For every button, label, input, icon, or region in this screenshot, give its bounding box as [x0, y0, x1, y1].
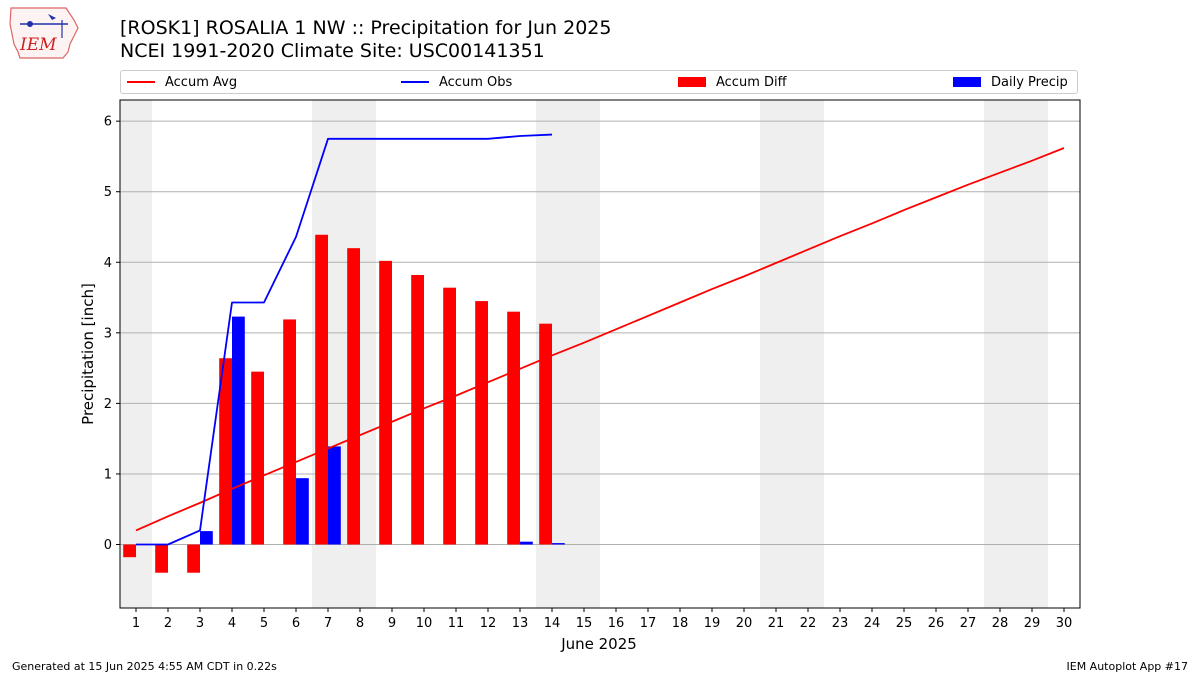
- line-accum-obs: [136, 133, 553, 546]
- chart-title: [ROSK1] ROSALIA 1 NW :: Precipitation fo…: [120, 17, 612, 39]
- legend-label-daily-precip: Daily Precip: [991, 74, 1068, 90]
- xtick-label-28: 28: [992, 616, 1009, 631]
- x-axis-label: June 2025: [560, 635, 637, 653]
- ytick-label-3: 3: [104, 326, 112, 341]
- bar-accum-diff-5: [251, 371, 264, 545]
- iem-logo-text: IEM: [19, 35, 57, 55]
- ytick-label-4: 4: [104, 256, 112, 271]
- y-axis-label: Precipitation [inch]: [79, 283, 97, 425]
- xtick-label-2: 2: [164, 616, 172, 631]
- weekend-band-2: [536, 100, 600, 608]
- xtick-label-24: 24: [864, 616, 881, 631]
- bar-accum-diff-10: [411, 274, 424, 545]
- legend-label-accum-diff: Accum Diff: [716, 74, 787, 90]
- grid-lines: [120, 120, 1080, 545]
- legend-swatch-accum-obs: [401, 81, 429, 83]
- bar-daily-precip-6: [296, 478, 309, 545]
- xtick-label-19: 19: [704, 616, 721, 631]
- bar-accum-diff-13: [507, 311, 520, 545]
- xtick-label-27: 27: [960, 616, 977, 631]
- xtick-label-22: 22: [800, 616, 817, 631]
- legend-item-accum-avg: Accum Avg: [127, 71, 237, 93]
- weekend-shading: [120, 100, 1048, 608]
- ytick-label-1: 1: [104, 467, 112, 482]
- axes: [116, 99, 1081, 612]
- xtick-label-25: 25: [896, 616, 913, 631]
- xtick-label-4: 4: [228, 616, 236, 631]
- weekend-band-0: [120, 100, 152, 608]
- bar-accum-diff-3: [187, 544, 200, 573]
- bar-daily-precip-4: [232, 316, 245, 545]
- xtick-label-30: 30: [1056, 616, 1073, 631]
- xtick-label-13: 13: [512, 616, 529, 631]
- bar-accum-diff-1: [123, 544, 136, 558]
- xtick-label-10: 10: [416, 616, 433, 631]
- xtick-label-11: 11: [448, 616, 465, 631]
- plot-frame: [119, 99, 1081, 609]
- series-lines: [135, 133, 1065, 546]
- xtick-label-6: 6: [292, 616, 300, 631]
- bar-accum-diff-14: [539, 323, 552, 545]
- legend-item-daily-precip: Daily Precip: [953, 71, 1068, 93]
- weekend-band-3: [760, 100, 824, 608]
- legend-label-accum-obs: Accum Obs: [439, 74, 513, 90]
- legend-swatch-accum-diff: [678, 77, 706, 87]
- xtick-label-16: 16: [608, 616, 625, 631]
- xtick-label-3: 3: [196, 616, 204, 631]
- bar-accum-diff-11: [443, 287, 456, 545]
- footer-app: IEM Autoplot App #17: [1066, 660, 1189, 673]
- legend-item-accum-diff: Accum Diff: [678, 71, 787, 93]
- ytick-label-2: 2: [104, 397, 112, 412]
- xtick-label-1: 1: [132, 616, 140, 631]
- bar-accum-diff-7: [315, 234, 328, 545]
- line-accum-avg: [135, 147, 1065, 532]
- xtick-label-14: 14: [544, 616, 561, 631]
- bar-accum-diff-9: [379, 260, 392, 545]
- xtick-label-23: 23: [832, 616, 849, 631]
- bar-accum-diff-4: [219, 358, 232, 545]
- iem-logo: IEM: [9, 7, 79, 59]
- xtick-label-29: 29: [1024, 616, 1041, 631]
- xtick-label-21: 21: [768, 616, 785, 631]
- ytick-label-0: 0: [104, 538, 112, 553]
- bar-daily-precip-3: [200, 531, 213, 545]
- xtick-label-17: 17: [640, 616, 657, 631]
- bar-accum-diff-12: [475, 301, 488, 545]
- xtick-label-7: 7: [324, 616, 332, 631]
- bar-daily-precip-7: [328, 446, 341, 545]
- weekend-band-4: [984, 100, 1048, 608]
- footer-generated: Generated at 15 Jun 2025 4:55 AM CDT in …: [12, 660, 277, 673]
- bar-daily-precip-14: [552, 543, 565, 545]
- xtick-label-12: 12: [480, 616, 497, 631]
- xtick-label-8: 8: [356, 616, 364, 631]
- xtick-label-26: 26: [928, 616, 945, 631]
- legend-label-accum-avg: Accum Avg: [165, 74, 238, 90]
- legend-swatch-daily-precip: [953, 77, 981, 87]
- ytick-label-5: 5: [104, 185, 112, 200]
- xtick-label-18: 18: [672, 616, 689, 631]
- legend-item-accum-obs: Accum Obs: [401, 71, 512, 93]
- xtick-label-5: 5: [260, 616, 268, 631]
- legend-swatch-accum-avg: [127, 81, 155, 83]
- bar-accum-diff-6: [283, 319, 296, 545]
- bars: [123, 234, 565, 573]
- xtick-label-15: 15: [576, 616, 593, 631]
- xtick-label-20: 20: [736, 616, 753, 631]
- xtick-label-9: 9: [388, 616, 396, 631]
- ytick-label-6: 6: [104, 115, 112, 130]
- bar-accum-diff-8: [347, 248, 360, 545]
- legend: Accum Avg Accum Obs Accum Diff Daily Pre…: [120, 70, 1078, 94]
- bar-accum-diff-2: [155, 544, 168, 573]
- bar-daily-precip-13: [520, 541, 533, 545]
- weekend-band-1: [312, 100, 376, 608]
- chart-subtitle: NCEI 1991-2020 Climate Site: USC00141351: [120, 40, 545, 62]
